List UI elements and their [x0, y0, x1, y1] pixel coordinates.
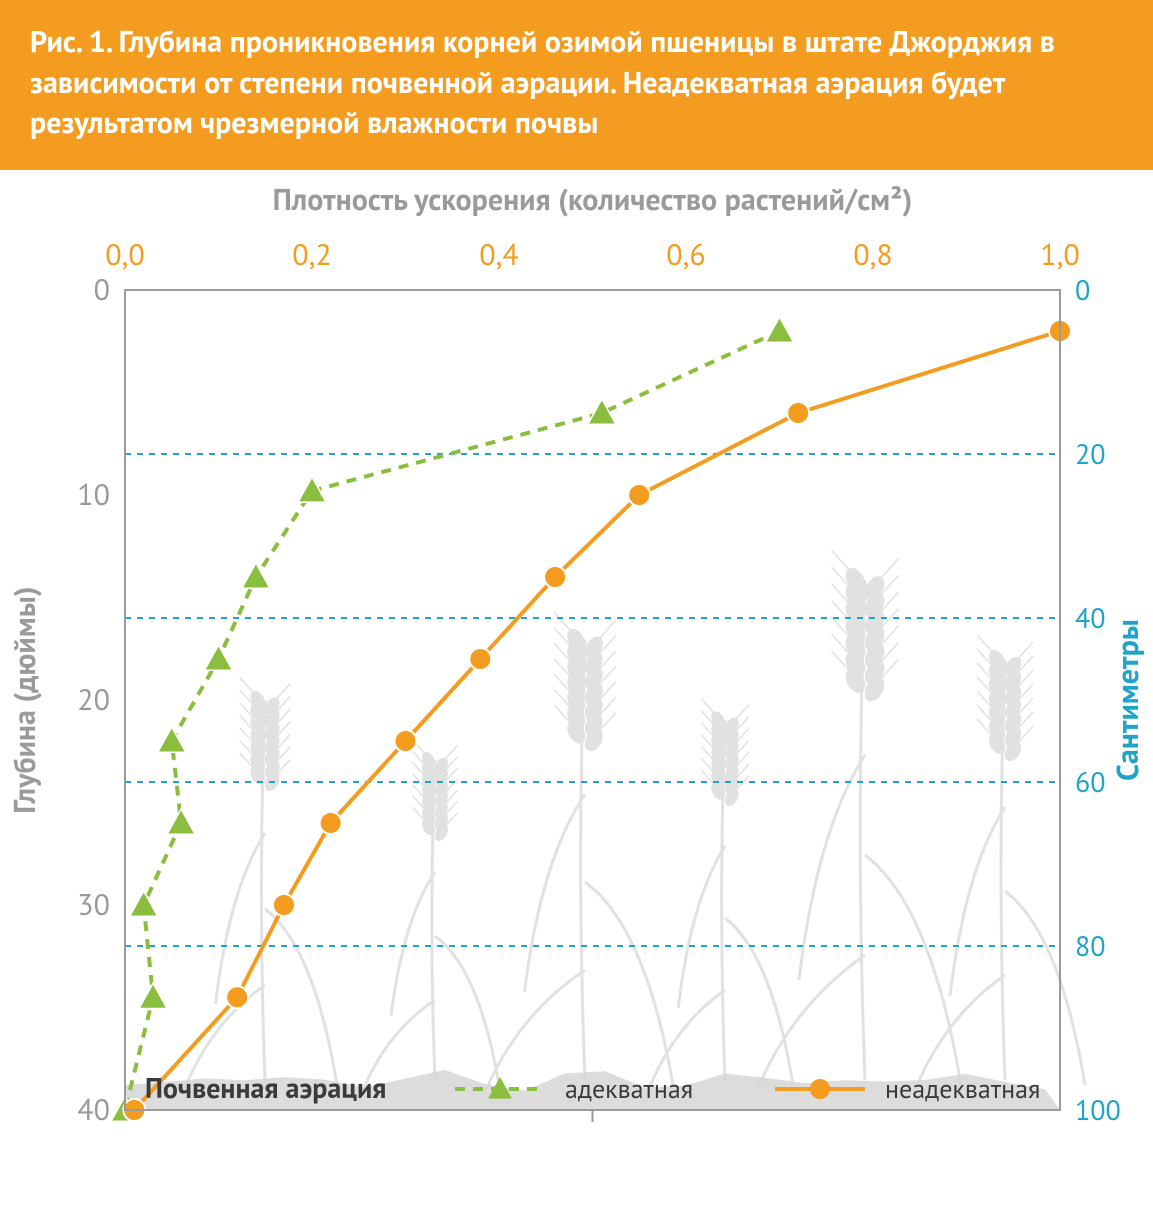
x-tick-label: 0,0	[105, 235, 144, 274]
y-left-title: Глубина (дюймы)	[5, 586, 44, 813]
y-right-tick-label: 20	[1075, 435, 1106, 472]
x-axis-title: Плотность ускорения (количество растений…	[273, 180, 913, 219]
x-tick-label: 0,4	[479, 235, 518, 274]
chart-area: Плотность ускорения (количество растений…	[0, 170, 1153, 1150]
x-tick-label: 0,2	[292, 235, 331, 274]
figure-title: Рис. 1. Глубина проникновения корней ози…	[30, 22, 1055, 142]
y-right-tick-label: 80	[1075, 927, 1106, 964]
series-marker	[320, 812, 342, 834]
y-right-tick-label: 60	[1075, 763, 1106, 800]
y-left-tick-label: 10	[77, 475, 110, 514]
y-right-tick-label: 40	[1075, 599, 1106, 636]
legend-label: адекватная	[565, 1073, 693, 1106]
y-left-tick-label: 30	[77, 885, 110, 924]
x-tick-label: 0,6	[666, 235, 705, 274]
y-right-title: Сантиметры	[1108, 619, 1147, 781]
series-marker	[273, 894, 295, 916]
y-left-tick-label: 0	[94, 270, 110, 309]
y-right-tick-label: 100	[1075, 1091, 1121, 1128]
series-marker	[544, 566, 566, 588]
y-right-tick-label: 0	[1075, 271, 1090, 308]
x-tick-label: 1,0	[1040, 235, 1079, 274]
series-marker	[469, 648, 491, 670]
series-marker	[395, 730, 417, 752]
series-marker	[226, 986, 248, 1008]
legend-label: неадекватная	[885, 1073, 1040, 1106]
x-tick-label: 0,8	[853, 235, 892, 274]
y-left-tick-label: 20	[77, 680, 110, 719]
y-left-tick-label: 40	[77, 1090, 110, 1129]
series-marker	[628, 484, 650, 506]
legend-swatch-marker	[810, 1079, 830, 1099]
chart-svg: Плотность ускорения (количество растений…	[0, 170, 1153, 1150]
legend-title: Почвенная аэрация	[145, 1069, 386, 1106]
figure-header: Рис. 1. Глубина проникновения корней ози…	[0, 0, 1153, 170]
series-marker	[787, 402, 809, 424]
